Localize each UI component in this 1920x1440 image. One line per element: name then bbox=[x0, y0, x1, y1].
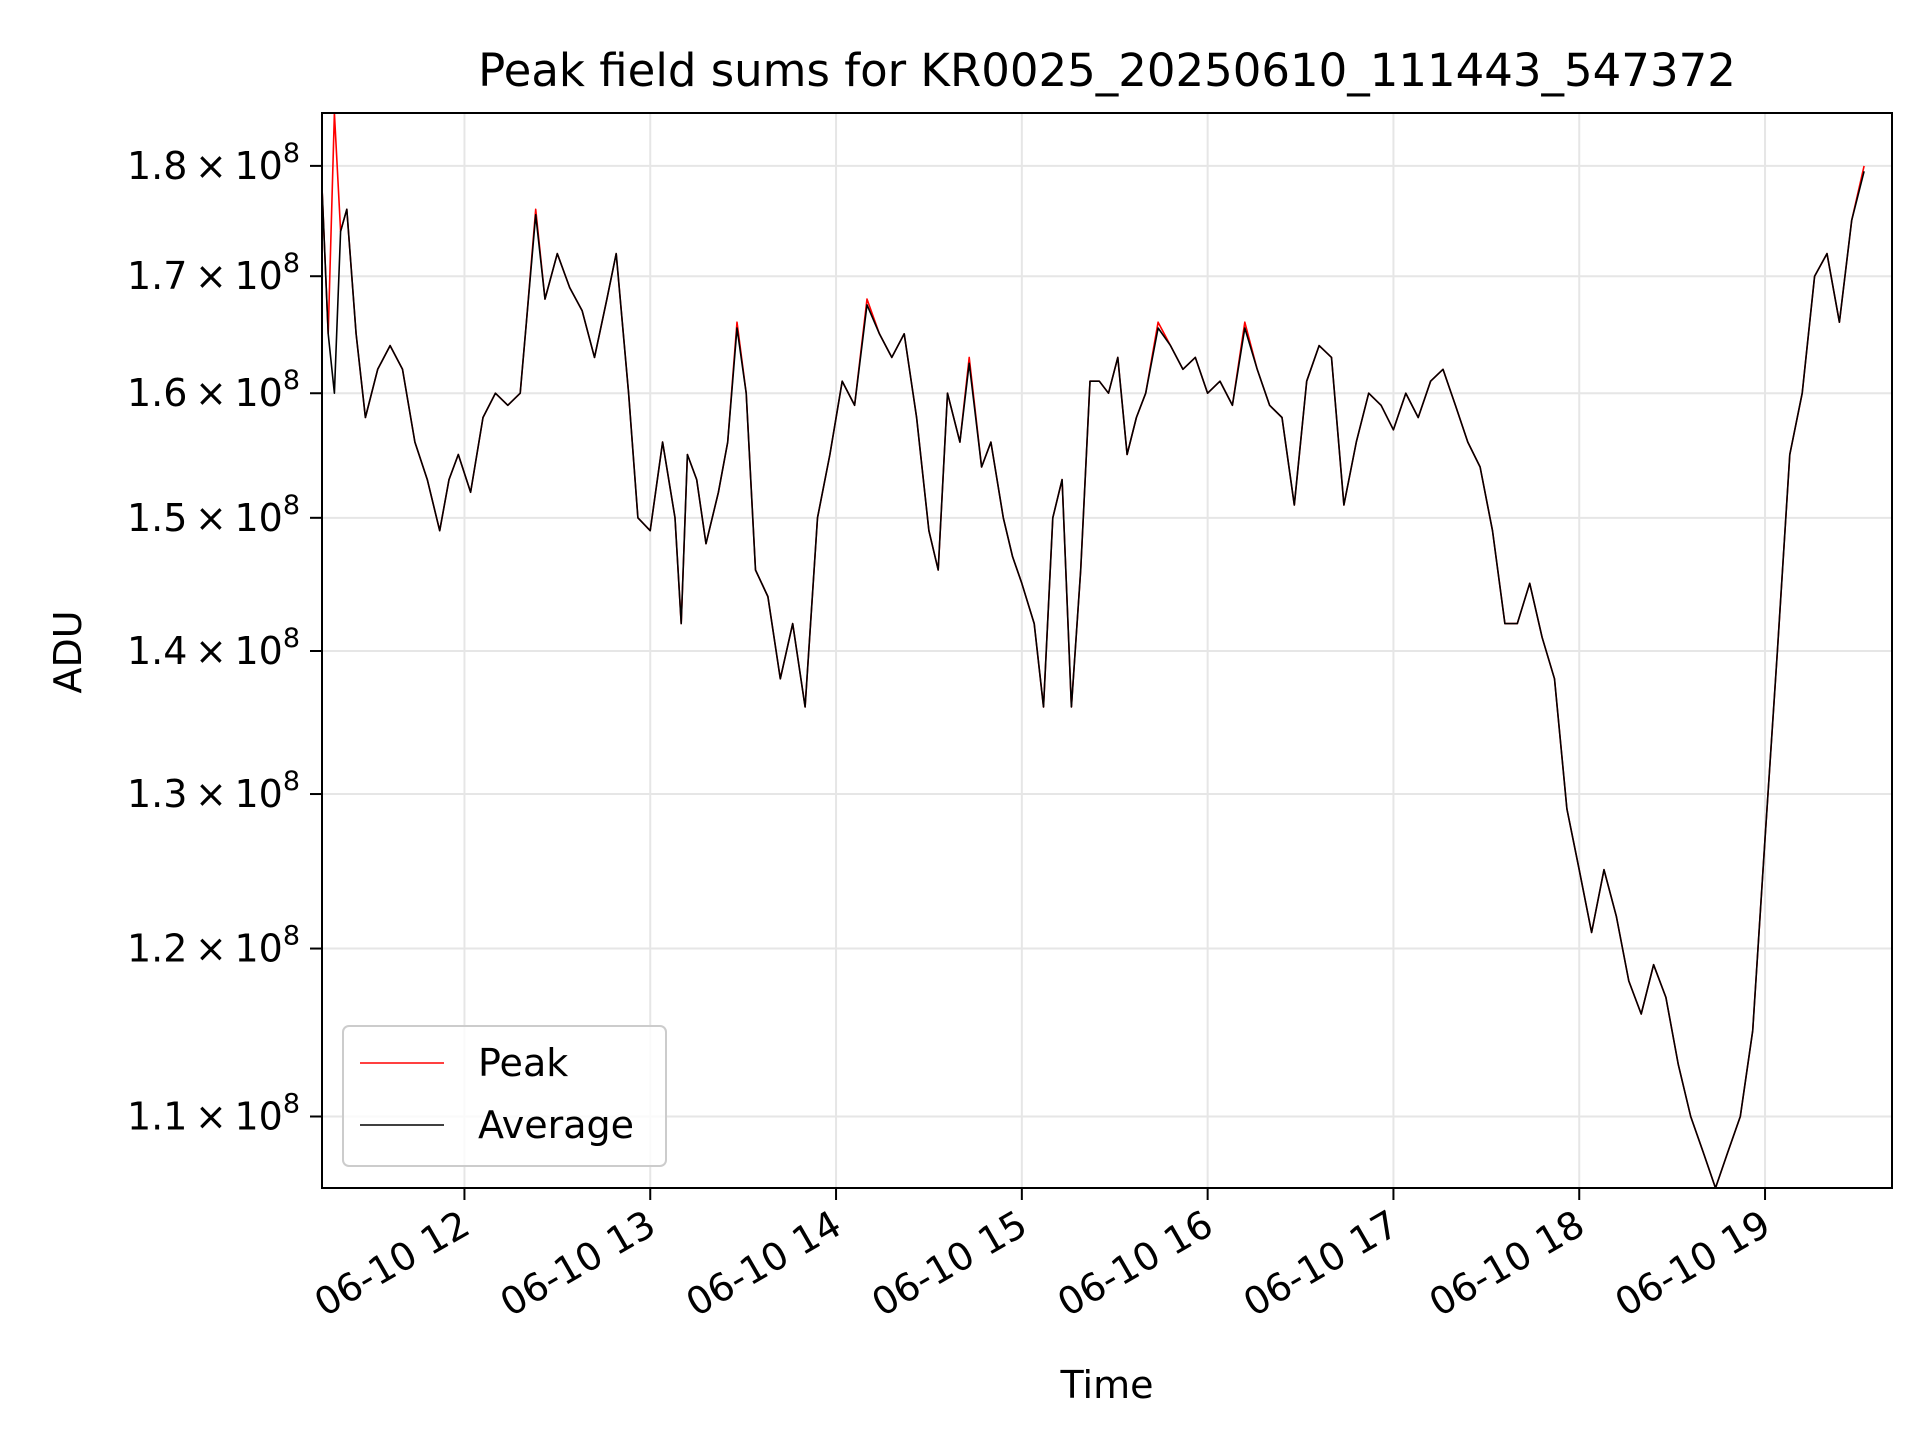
x-tick-label: 06-10 12 bbox=[307, 1202, 477, 1326]
x-tick-label: 06-10 13 bbox=[493, 1202, 663, 1326]
y-axis-label: ADU bbox=[46, 610, 90, 693]
x-tick-label: 06-10 14 bbox=[679, 1202, 849, 1326]
y-tick-label: 1.4 × 108 bbox=[127, 623, 300, 673]
x-tick-label: 06-10 16 bbox=[1050, 1202, 1220, 1326]
series-layer bbox=[322, 113, 1865, 1188]
y-tick-label: 1.6 × 108 bbox=[127, 365, 300, 415]
series-line-average bbox=[322, 171, 1865, 1188]
y-tick-label: 1.1 × 108 bbox=[127, 1089, 300, 1139]
x-axis-label: Time bbox=[1060, 1363, 1154, 1407]
x-tick-label: 06-10 19 bbox=[1608, 1202, 1778, 1326]
x-tick-label: 06-10 17 bbox=[1236, 1202, 1406, 1326]
y-tick-label: 1.2 × 108 bbox=[127, 921, 300, 971]
legend: Peak Average bbox=[342, 1025, 667, 1167]
y-tick-label: 1.5 × 108 bbox=[127, 490, 300, 540]
legend-label-average: Average bbox=[478, 1103, 634, 1147]
x-tick-label: 06-10 18 bbox=[1422, 1202, 1592, 1326]
chart-title: Peak field sums for KR0025_20250610_1114… bbox=[478, 44, 1736, 97]
y-tick-label: 1.3 × 108 bbox=[127, 766, 300, 816]
x-tick-label: 06-10 15 bbox=[864, 1202, 1034, 1326]
y-tick-label: 1.7 × 108 bbox=[127, 248, 300, 298]
y-tick-label: 1.8 × 108 bbox=[127, 138, 300, 188]
grid bbox=[322, 113, 1892, 1188]
legend-label-peak: Peak bbox=[478, 1041, 568, 1085]
legend-box bbox=[342, 1025, 667, 1167]
